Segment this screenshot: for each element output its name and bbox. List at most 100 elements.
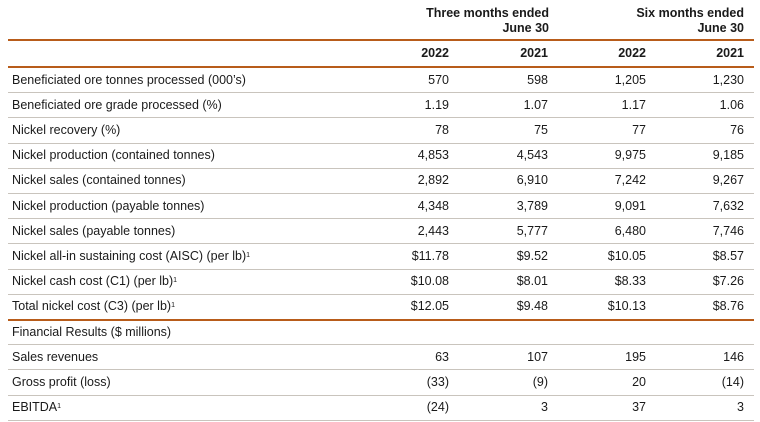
value-cell: $9.52 [516, 248, 548, 263]
row-label-text: Nickel sales (payable tonnes) [12, 223, 176, 238]
row-label-text: Nickel production (payable tonnes) [12, 198, 205, 213]
row-label-text: Nickel production (contained tonnes) [12, 148, 215, 163]
value-cell: $10.13 [607, 299, 646, 314]
value-cell: 78 [435, 122, 449, 137]
value-cell: $7.26 [712, 274, 744, 289]
row-label-text: Gross profit (loss) [12, 374, 111, 389]
value-cell: 3,789 [516, 198, 548, 213]
table-row: Nickel all-in sustaining cost (AISC) (pe… [8, 243, 754, 268]
header-six-months: Six months ended June 30 [557, 6, 744, 36]
row-divider [8, 142, 754, 144]
value-cell: 20 [632, 374, 646, 389]
value-cell: 195 [625, 349, 646, 364]
header-rule [8, 39, 754, 41]
table-row: Nickel cash cost (C1) (per lb) 1 $10.08 $8.… [8, 269, 754, 294]
row-label-text: Sales revenues [12, 349, 99, 364]
section-label: Financial Results ($ millions) [12, 324, 172, 339]
value-cell: $8.57 [712, 248, 744, 263]
row-label: Nickel sales (payable tonnes) [12, 218, 175, 243]
value-cell: 4,348 [417, 198, 449, 213]
value-cell: 107 [527, 349, 548, 364]
row-label-text: Nickel sales (contained tonnes) [12, 173, 186, 188]
value-cell: 5,777 [516, 223, 548, 238]
value-cell: 1.06 [719, 97, 744, 112]
year-col-1: 2022 [421, 46, 449, 60]
table-row: Nickel sales (contained tonnes) 2,892 6,91… [8, 168, 754, 193]
row-label: Beneficiated ore grade processed (%) [12, 92, 222, 117]
value-cell: 1.19 [424, 97, 449, 112]
value-cell: 63 [435, 349, 449, 364]
row-label-text: EBITDA [12, 400, 58, 415]
value-cell: 7,746 [712, 223, 744, 238]
value-cell: (9) [532, 374, 548, 389]
value-cell: $8.01 [516, 274, 548, 289]
row-label-text: Nickel all-in sustaining cost (AISC) (pe… [12, 248, 247, 263]
table-row: Nickel production (payable tonnes) 4,348 3… [8, 193, 754, 218]
value-cell: $10.05 [607, 248, 646, 263]
value-cell: 2,443 [417, 223, 449, 238]
value-cell: (33) [426, 374, 449, 389]
row-divider [8, 293, 754, 295]
value-cell: 9,267 [712, 173, 744, 188]
year-rule [8, 66, 754, 68]
header-three-months: Three months ended June 30 [360, 6, 549, 36]
value-cell: 3 [737, 400, 744, 415]
table-row: Beneficiated ore tonnes processed (000’s… [8, 67, 754, 92]
row-divider [8, 419, 754, 421]
value-cell: $10.08 [410, 274, 449, 289]
value-cell: 1.17 [621, 97, 646, 112]
value-cell: 2,892 [417, 173, 449, 188]
row-label-text: Beneficiated ore grade processed (%) [12, 97, 222, 112]
row-divider [8, 193, 754, 194]
value-cell: 4,543 [516, 148, 548, 163]
table-row: Gross profit (loss) (33) (9) 20 (14) [8, 369, 754, 394]
row-label-text: Nickel recovery (%) [12, 122, 121, 137]
table-row: Total nickel cost (C3) (per lb) 1 $12.05 $9… [8, 294, 754, 319]
value-cell: $9.48 [516, 299, 548, 314]
year-col-3: 2022 [618, 46, 646, 60]
value-cell: $12.05 [410, 299, 449, 314]
value-cell: $8.76 [712, 299, 744, 314]
row-label: Nickel sales (contained tonnes) [12, 168, 186, 193]
header-three-months-line1: Three months ended [426, 6, 549, 20]
value-cell: 1,230 [712, 72, 744, 87]
value-cell: 7,242 [614, 173, 646, 188]
value-cell: 77 [632, 122, 646, 137]
year-col-2: 2021 [520, 46, 548, 60]
value-cell: 6,480 [614, 223, 646, 238]
section-row: Financial Results ($ millions) [8, 319, 754, 344]
row-label: Nickel cash cost (C1) (per lb) 1 [12, 274, 178, 289]
row-divider [8, 243, 754, 245]
row-divider [8, 167, 754, 169]
table-row: Nickel sales (payable tonnes) 2,443 5,777 6… [8, 218, 754, 243]
value-cell: (24) [426, 400, 449, 415]
row-label: Nickel all-in sustaining cost (AISC) (pe… [12, 248, 251, 263]
row-divider [8, 319, 754, 321]
value-cell: 37 [632, 400, 646, 415]
value-cell: $8.33 [614, 274, 646, 289]
row-divider [8, 394, 754, 396]
value-cell: 9,185 [712, 148, 744, 163]
value-cell: 3 [541, 400, 548, 415]
value-cell: 146 [723, 349, 744, 364]
row-divider [8, 369, 754, 371]
row-divider [8, 92, 754, 94]
value-cell: 598 [527, 72, 548, 87]
row-label: Sales revenues [12, 344, 98, 369]
row-label: Nickel production (contained tonnes) [12, 143, 215, 168]
row-label: Nickel recovery (%) [12, 117, 120, 142]
table-row: EBITDA 1 (24) 3 37 3 [8, 395, 754, 420]
header-six-months-line1: Six months ended [636, 6, 744, 20]
value-cell: 9,091 [614, 198, 646, 213]
row-label: Nickel production (payable tonnes) [12, 193, 204, 218]
header-six-months-line2: June 30 [697, 21, 744, 35]
year-header-row: 2022 2021 2022 2021 [8, 41, 754, 65]
table-row: Sales revenues 63 107 195 146 [8, 344, 754, 369]
row-label-text: Nickel cash cost (C1) (per lb) [12, 274, 174, 289]
row-label: Beneficiated ore tonnes processed (000’s… [12, 67, 246, 92]
row-label: EBITDA 1 [12, 400, 62, 415]
value-cell: 76 [730, 122, 744, 137]
header-three-months-line2: June 30 [502, 21, 549, 35]
value-cell: 6,910 [516, 173, 548, 188]
value-cell: 7,632 [712, 198, 744, 213]
